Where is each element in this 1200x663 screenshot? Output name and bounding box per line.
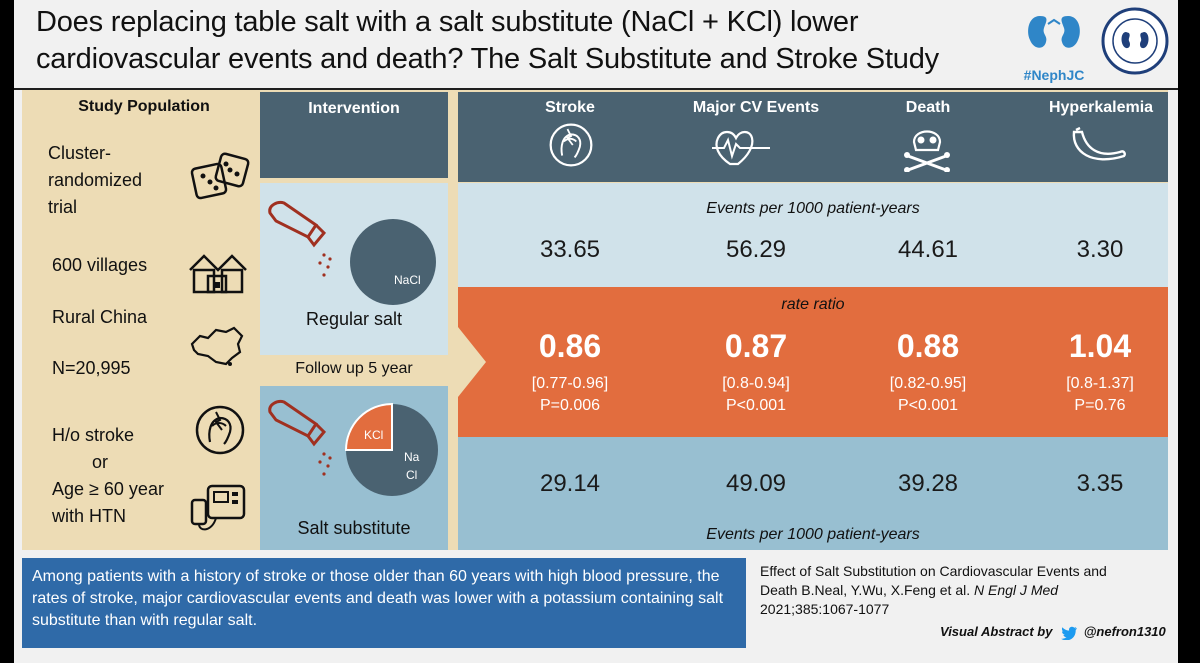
na-label: Na	[404, 450, 420, 464]
regular-value-stroke: 33.65	[539, 236, 601, 263]
banana-icon	[1072, 126, 1126, 161]
kcl-slice	[344, 402, 393, 451]
regular-value-major-cv: 56.29	[725, 236, 787, 263]
rate-ratio-arrow	[458, 287, 486, 437]
substitute-value-hyperkalemia: 3.35	[1076, 470, 1124, 497]
title-line-2: cardiovascular events and death? The Sal…	[36, 43, 939, 75]
salt-substitute-box: KCl Na Cl Salt substitute	[260, 386, 448, 550]
substitute-events-row	[458, 437, 1168, 550]
population-design: Cluster- randomized trial	[48, 143, 143, 217]
credit-label: Visual Abstract by	[940, 624, 1053, 639]
header-hyperkalemia: Hyperkalemia	[1048, 99, 1154, 116]
nephrology-seal-logo	[1100, 6, 1170, 76]
rate-ratio-stroke: 0.86	[538, 328, 602, 364]
page-title: Does replacing table salt with a salt su…	[36, 4, 1016, 78]
p-death: P<0.001	[897, 397, 959, 414]
salt-shaker-icon	[268, 201, 332, 277]
regular-value-hyperkalemia: 3.30	[1076, 236, 1124, 263]
nacl-pie-label: NaCl	[394, 273, 421, 287]
regular-events-row	[458, 183, 1168, 287]
nacl-kcl-pie	[344, 402, 438, 496]
journal-name: N Engl J Med	[974, 582, 1059, 598]
cl-label: Cl	[406, 468, 418, 482]
rate-ratio-label: rate ratio	[781, 296, 845, 313]
kidney-icon	[1028, 16, 1080, 48]
rate-ratio-row	[458, 287, 1168, 437]
substitute-value-major-cv: 49.09	[725, 470, 787, 497]
ci-stroke: [0.77-0.96]	[531, 375, 609, 392]
p-hyperkalemia: P=0.76	[1074, 397, 1126, 414]
p-stroke: P=0.006	[539, 397, 601, 414]
heart-ecg-icon	[712, 130, 770, 166]
intervention-heading: Intervention	[308, 100, 400, 117]
twitter-bird-icon	[1061, 626, 1078, 640]
stroke-head-icon	[549, 123, 593, 167]
population-size: N=20,995	[52, 358, 131, 378]
china-map-icon	[190, 326, 244, 366]
blood-pressure-monitor-icon	[190, 484, 246, 531]
nephjc-label: #NephJC	[1023, 67, 1085, 83]
header-major-cv: Major CV Events	[692, 99, 820, 116]
ci-death: [0.82-0.95]	[889, 375, 967, 392]
twitter-handle[interactable]: @nefron1310	[1083, 624, 1166, 639]
conclusion-box: Among patients with a history of stroke …	[22, 558, 746, 648]
population-or: or	[92, 452, 109, 472]
population-heading: Study Population	[78, 98, 210, 115]
rate-ratio-major-cv: 0.87	[724, 328, 788, 364]
population-age: Age ≥ 60 year with HTN	[52, 479, 164, 526]
regular-salt-label: Regular salt	[305, 309, 403, 329]
nephjc-logo: #NephJC	[1018, 10, 1090, 83]
ci-major-cv: [0.8-0.94]	[722, 375, 790, 392]
regular-salt-box: NaCl Regular salt	[260, 183, 448, 355]
nacl-pie	[350, 219, 436, 305]
intervention-header: Intervention	[260, 92, 448, 178]
skull-crossbones-icon	[904, 130, 950, 172]
outcomes-header	[458, 92, 1168, 182]
citation: Effect of Salt Substitution on Cardiovas…	[760, 563, 1107, 617]
ci-hyperkalemia: [0.8-1.37]	[1066, 375, 1134, 392]
header-death: Death	[905, 99, 951, 116]
substitute-value-death: 39.28	[897, 470, 959, 497]
dice-icon	[190, 152, 250, 200]
title-line-1: Does replacing table salt with a salt su…	[36, 6, 859, 38]
events-label-top: Events per 1000 patient-years	[706, 200, 920, 217]
regular-value-death: 44.61	[897, 236, 959, 263]
substitute-value-stroke: 29.14	[539, 470, 601, 497]
stroke-head-icon	[195, 405, 245, 455]
salt-substitute-label: Salt substitute	[297, 518, 411, 538]
population-stroke: H/o stroke	[52, 425, 135, 445]
population-villages: 600 villages	[52, 255, 148, 275]
header-stroke: Stroke	[545, 99, 595, 116]
title-divider	[14, 88, 1178, 90]
village-icon	[189, 254, 247, 294]
p-major-cv: P<0.001	[725, 397, 787, 414]
follow-up-label: Follow up 5 year	[295, 360, 413, 377]
kcl-label: KCl	[364, 428, 384, 442]
credit: Visual Abstract by @nefron1310	[940, 624, 1166, 640]
salt-shaker-icon	[268, 400, 332, 476]
population-location: Rural China	[52, 307, 148, 327]
rate-ratio-hyperkalemia: 1.04	[1068, 328, 1132, 364]
events-label-bottom: Events per 1000 patient-years	[706, 526, 920, 543]
rate-ratio-death: 0.88	[896, 328, 960, 364]
visual-abstract: Does replacing table salt with a salt su…	[14, 0, 1178, 663]
